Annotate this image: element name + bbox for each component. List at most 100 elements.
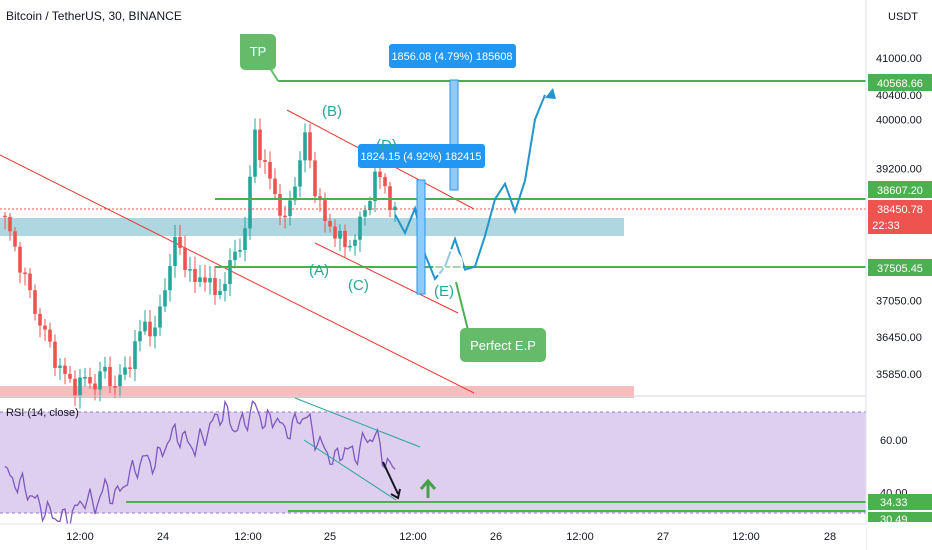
- price-pane: TP Perfect E.P 1856.08 (4.79%) 185608 18…: [0, 34, 866, 409]
- countdown-label: 22:33: [872, 220, 900, 232]
- down-arrow-icon: [382, 461, 401, 500]
- candle-body: [228, 260, 232, 285]
- candle-body: [348, 245, 352, 248]
- perfect-ep-callout[interactable]: Perfect E.P: [455, 281, 546, 362]
- y-tick-label: 41000.00: [876, 53, 922, 65]
- candle-body: [203, 277, 207, 283]
- red-zone: [0, 386, 634, 398]
- measure-bar-mid[interactable]: [416, 179, 426, 295]
- candle-body: [218, 291, 222, 295]
- candle-body: [278, 194, 282, 216]
- candle-body: [248, 176, 252, 229]
- x-tick-label: 25: [324, 531, 336, 543]
- svg-text:40568.66: 40568.66: [877, 78, 923, 90]
- candle-body: [383, 176, 387, 187]
- candle-body: [233, 251, 237, 261]
- wave-c-label: (C): [348, 277, 369, 294]
- measure-top-text: 1856.08 (4.79%) 185608: [391, 51, 512, 63]
- measure-mid-label-box[interactable]: 1824.15 (4.92%) 182415: [358, 144, 485, 168]
- candle-body: [138, 331, 142, 342]
- y-tick-label: 40000.00: [876, 114, 922, 126]
- candle-body: [58, 365, 62, 368]
- candle-body: [243, 228, 247, 250]
- x-tick-label: 26: [490, 531, 502, 543]
- candle-body: [308, 132, 312, 161]
- candle-body: [328, 221, 332, 227]
- candle-body: [168, 266, 172, 291]
- candle-body: [283, 215, 287, 218]
- x-tick-label: 12:00: [66, 531, 94, 543]
- candle-body: [338, 230, 342, 239]
- measure-bar-top[interactable]: [449, 79, 459, 191]
- tp-callout[interactable]: TP: [240, 34, 279, 82]
- candle-body: [83, 376, 87, 379]
- candle-body: [28, 273, 32, 291]
- x-tick-label: 28: [824, 531, 836, 543]
- candle-body: [183, 247, 187, 270]
- measure-top-label-box[interactable]: 1856.08 (4.79%) 185608: [389, 44, 516, 68]
- x-tick-label: 12:00: [732, 531, 760, 543]
- entry-point-marker[interactable]: [433, 249, 463, 279]
- time-axis-ticks: 12:00 24 12:00 25 12:00 26 12:00 27 12:00 28: [66, 531, 836, 543]
- time-axis[interactable]: 12:00 24 12:00 25 12:00 26 12:00 27 12:00 28: [0, 523, 866, 550]
- candle-body: [358, 216, 362, 240]
- candle-body: [253, 129, 257, 177]
- candle-body: [33, 290, 37, 314]
- candle-body: [153, 327, 157, 337]
- candle-body: [113, 386, 117, 388]
- wave-e-label: (E): [434, 283, 454, 300]
- candle-body: [298, 160, 302, 187]
- rsi-upper-trendline: [294, 397, 421, 448]
- candle-body: [208, 278, 212, 283]
- x-tick-label: 27: [657, 531, 669, 543]
- candle-body: [178, 236, 182, 248]
- tp-price-tag: 40568.66: [868, 74, 932, 91]
- y-tick-label: 39200.00: [876, 163, 922, 175]
- candle-body: [363, 210, 367, 217]
- candle-body: [3, 215, 7, 218]
- y-tick-label: 40400.00: [876, 90, 922, 102]
- support-price-tag: 37505.45: [868, 259, 932, 276]
- candle-body: [273, 178, 277, 195]
- candle-body: [343, 230, 347, 247]
- candle-body: [103, 366, 107, 372]
- svg-text:30.49: 30.49: [880, 514, 908, 526]
- perfect-ep-label: Perfect E.P: [470, 338, 536, 353]
- candle-body: [23, 272, 27, 275]
- candle-body: [93, 383, 97, 390]
- candle-body: [368, 201, 372, 211]
- candle-body: [293, 186, 297, 201]
- x-tick-label: 12:00: [566, 531, 594, 543]
- rsi-band: [0, 412, 866, 513]
- candle-body: [63, 365, 67, 374]
- candle-body: [8, 216, 12, 232]
- candle-body: [263, 160, 267, 162]
- candle-body: [158, 306, 162, 328]
- symbol-title[interactable]: Bitcoin / TetherUS, 30, BINANCE: [6, 9, 182, 23]
- x-tick-label: 12:00: [234, 531, 262, 543]
- candle-body: [148, 321, 152, 337]
- candle-body: [288, 200, 292, 217]
- candle-body: [133, 341, 137, 369]
- candle-body: [173, 236, 177, 267]
- candle-body: [88, 376, 92, 384]
- price-axis[interactable]: 41000.0040400.0040000.0039200.0038600.00…: [865, 0, 932, 550]
- candle-body: [108, 366, 112, 387]
- y-tick-label: 35850.00: [876, 369, 922, 381]
- candle-body: [18, 246, 22, 273]
- candle-body: [378, 171, 382, 177]
- candle-body: [118, 374, 122, 387]
- candle-body: [13, 231, 17, 247]
- candle-body: [68, 373, 72, 379]
- candle-body: [123, 367, 127, 375]
- candle-body: [43, 325, 47, 330]
- candle-body: [98, 371, 102, 390]
- wave-b-label: (B): [322, 103, 342, 120]
- candle-body: [193, 269, 197, 282]
- candle-body: [48, 329, 52, 342]
- svg-text:38607.20: 38607.20: [877, 185, 923, 197]
- rsi-indicator-title[interactable]: RSI (14, close): [6, 407, 79, 419]
- svg-text:38450.78: 38450.78: [877, 204, 923, 216]
- candle-body: [353, 239, 357, 246]
